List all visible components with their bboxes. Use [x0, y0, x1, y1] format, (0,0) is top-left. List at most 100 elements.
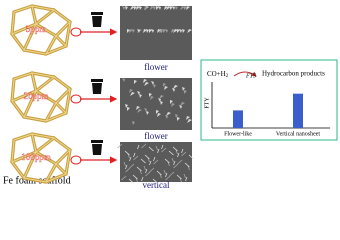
sem-sheet	[187, 165, 190, 171]
sem-petal	[186, 116, 190, 120]
sem-sheet	[183, 173, 186, 179]
sem-petal	[173, 85, 178, 89]
sem-background	[120, 78, 192, 130]
foam-highlight	[11, 23, 37, 35]
foam-highlight	[35, 76, 55, 92]
beaker-body	[92, 16, 102, 27]
category-label: Vertical nanosheet	[276, 131, 320, 137]
sem-sheet	[171, 157, 174, 163]
sem-petal	[186, 6, 190, 10]
foam-highlight	[65, 149, 71, 175]
sem-sheet	[127, 153, 130, 159]
sem-petal	[187, 119, 192, 123]
reactants: CO+H2	[207, 70, 229, 80]
sem-sheet	[176, 174, 182, 180]
sem-petal	[157, 113, 161, 117]
foam-highlight	[35, 9, 55, 25]
sem-petal	[130, 92, 135, 96]
foam-highlight	[55, 149, 71, 165]
sem-sheet	[129, 156, 132, 162]
highlight-circle	[70, 94, 82, 104]
foam-highlight	[23, 116, 47, 122]
sem-petal	[127, 107, 130, 111]
sem-sheet	[129, 163, 135, 169]
foam-highlight	[11, 139, 15, 163]
sem-petal	[171, 103, 175, 107]
sem-sheet	[139, 169, 142, 175]
foam-highlight	[65, 88, 71, 114]
morphology-label: vertical	[143, 180, 170, 189]
foam-highlight	[13, 5, 33, 13]
sem-sheet	[173, 163, 179, 169]
sem-petal	[127, 29, 130, 33]
sem-sheet	[185, 176, 188, 182]
sem-sheet	[161, 144, 164, 150]
highlight-circle	[70, 155, 82, 165]
foam-highlight	[35, 137, 55, 153]
sem-sheet	[177, 152, 180, 158]
foam-highlight	[45, 102, 57, 122]
page: {"rows": [ {"concentration": "5ppm", "mo…	[3, 4, 338, 189]
sem-petal	[129, 89, 133, 93]
foam-highlight	[53, 76, 71, 90]
foam-highlight	[55, 163, 67, 175]
sem-petal	[151, 81, 154, 85]
y-axis-label: FTY	[204, 97, 210, 109]
bar	[293, 93, 303, 128]
foam-highlight	[13, 72, 33, 80]
sem-petal	[166, 112, 171, 116]
sem-sheet	[135, 177, 138, 183]
foam-highlight	[11, 161, 25, 179]
foam-highlight	[45, 45, 67, 55]
sem-sheet	[155, 145, 158, 151]
sem-petal	[149, 29, 152, 33]
foam-highlight	[35, 23, 57, 37]
sem-petal	[132, 121, 135, 125]
foam-highlight	[23, 23, 37, 51]
sem-petal	[137, 29, 140, 33]
sem-sheet	[133, 155, 139, 161]
beaker-icon	[91, 12, 103, 27]
sem-image	[120, 6, 192, 60]
sem-petal	[144, 6, 147, 10]
sem-petal	[156, 110, 159, 114]
sem-sheet	[188, 154, 194, 160]
foam-highlight	[11, 78, 15, 102]
foam-highlight	[31, 133, 55, 139]
sem-sheet	[141, 176, 144, 182]
foam-highlight	[45, 35, 57, 55]
sem-petal	[134, 80, 137, 84]
sem-petal	[177, 117, 180, 121]
sem-petal	[156, 6, 159, 10]
foam-highlight	[55, 88, 71, 104]
sem-petal	[175, 6, 178, 10]
beaker-body	[92, 144, 102, 155]
graphical-abstract: Fe foam scaffold CO+H2 FTS Hydrocarbon p…	[3, 4, 338, 189]
foam-highlight	[23, 177, 47, 183]
sem-petal	[149, 93, 152, 97]
foam-highlight	[31, 72, 55, 78]
foam-highlight	[23, 90, 37, 118]
foam-highlight	[23, 49, 47, 55]
reaction-arrow	[233, 71, 257, 77]
sem-sheet	[121, 175, 127, 181]
sem-petal	[172, 88, 175, 92]
foam-highlight	[35, 90, 57, 104]
sem-petal	[187, 29, 192, 33]
foam-highlight	[55, 35, 67, 47]
foam-highlight	[31, 5, 55, 11]
foam-scaffold	[10, 4, 72, 56]
sem-petal	[158, 98, 161, 102]
sem-petal	[159, 29, 164, 33]
sem-petal	[129, 29, 133, 33]
sem-petal	[173, 29, 178, 33]
sem-petal	[130, 6, 135, 10]
sem-sheet	[140, 158, 146, 164]
foam-highlight	[53, 9, 71, 23]
sem-image	[117, 142, 194, 184]
process: FTS	[245, 73, 256, 79]
sem-sheet	[123, 161, 126, 167]
foam-highlight	[35, 151, 57, 165]
sem-petal	[144, 82, 149, 86]
sem-sheet	[149, 167, 155, 173]
